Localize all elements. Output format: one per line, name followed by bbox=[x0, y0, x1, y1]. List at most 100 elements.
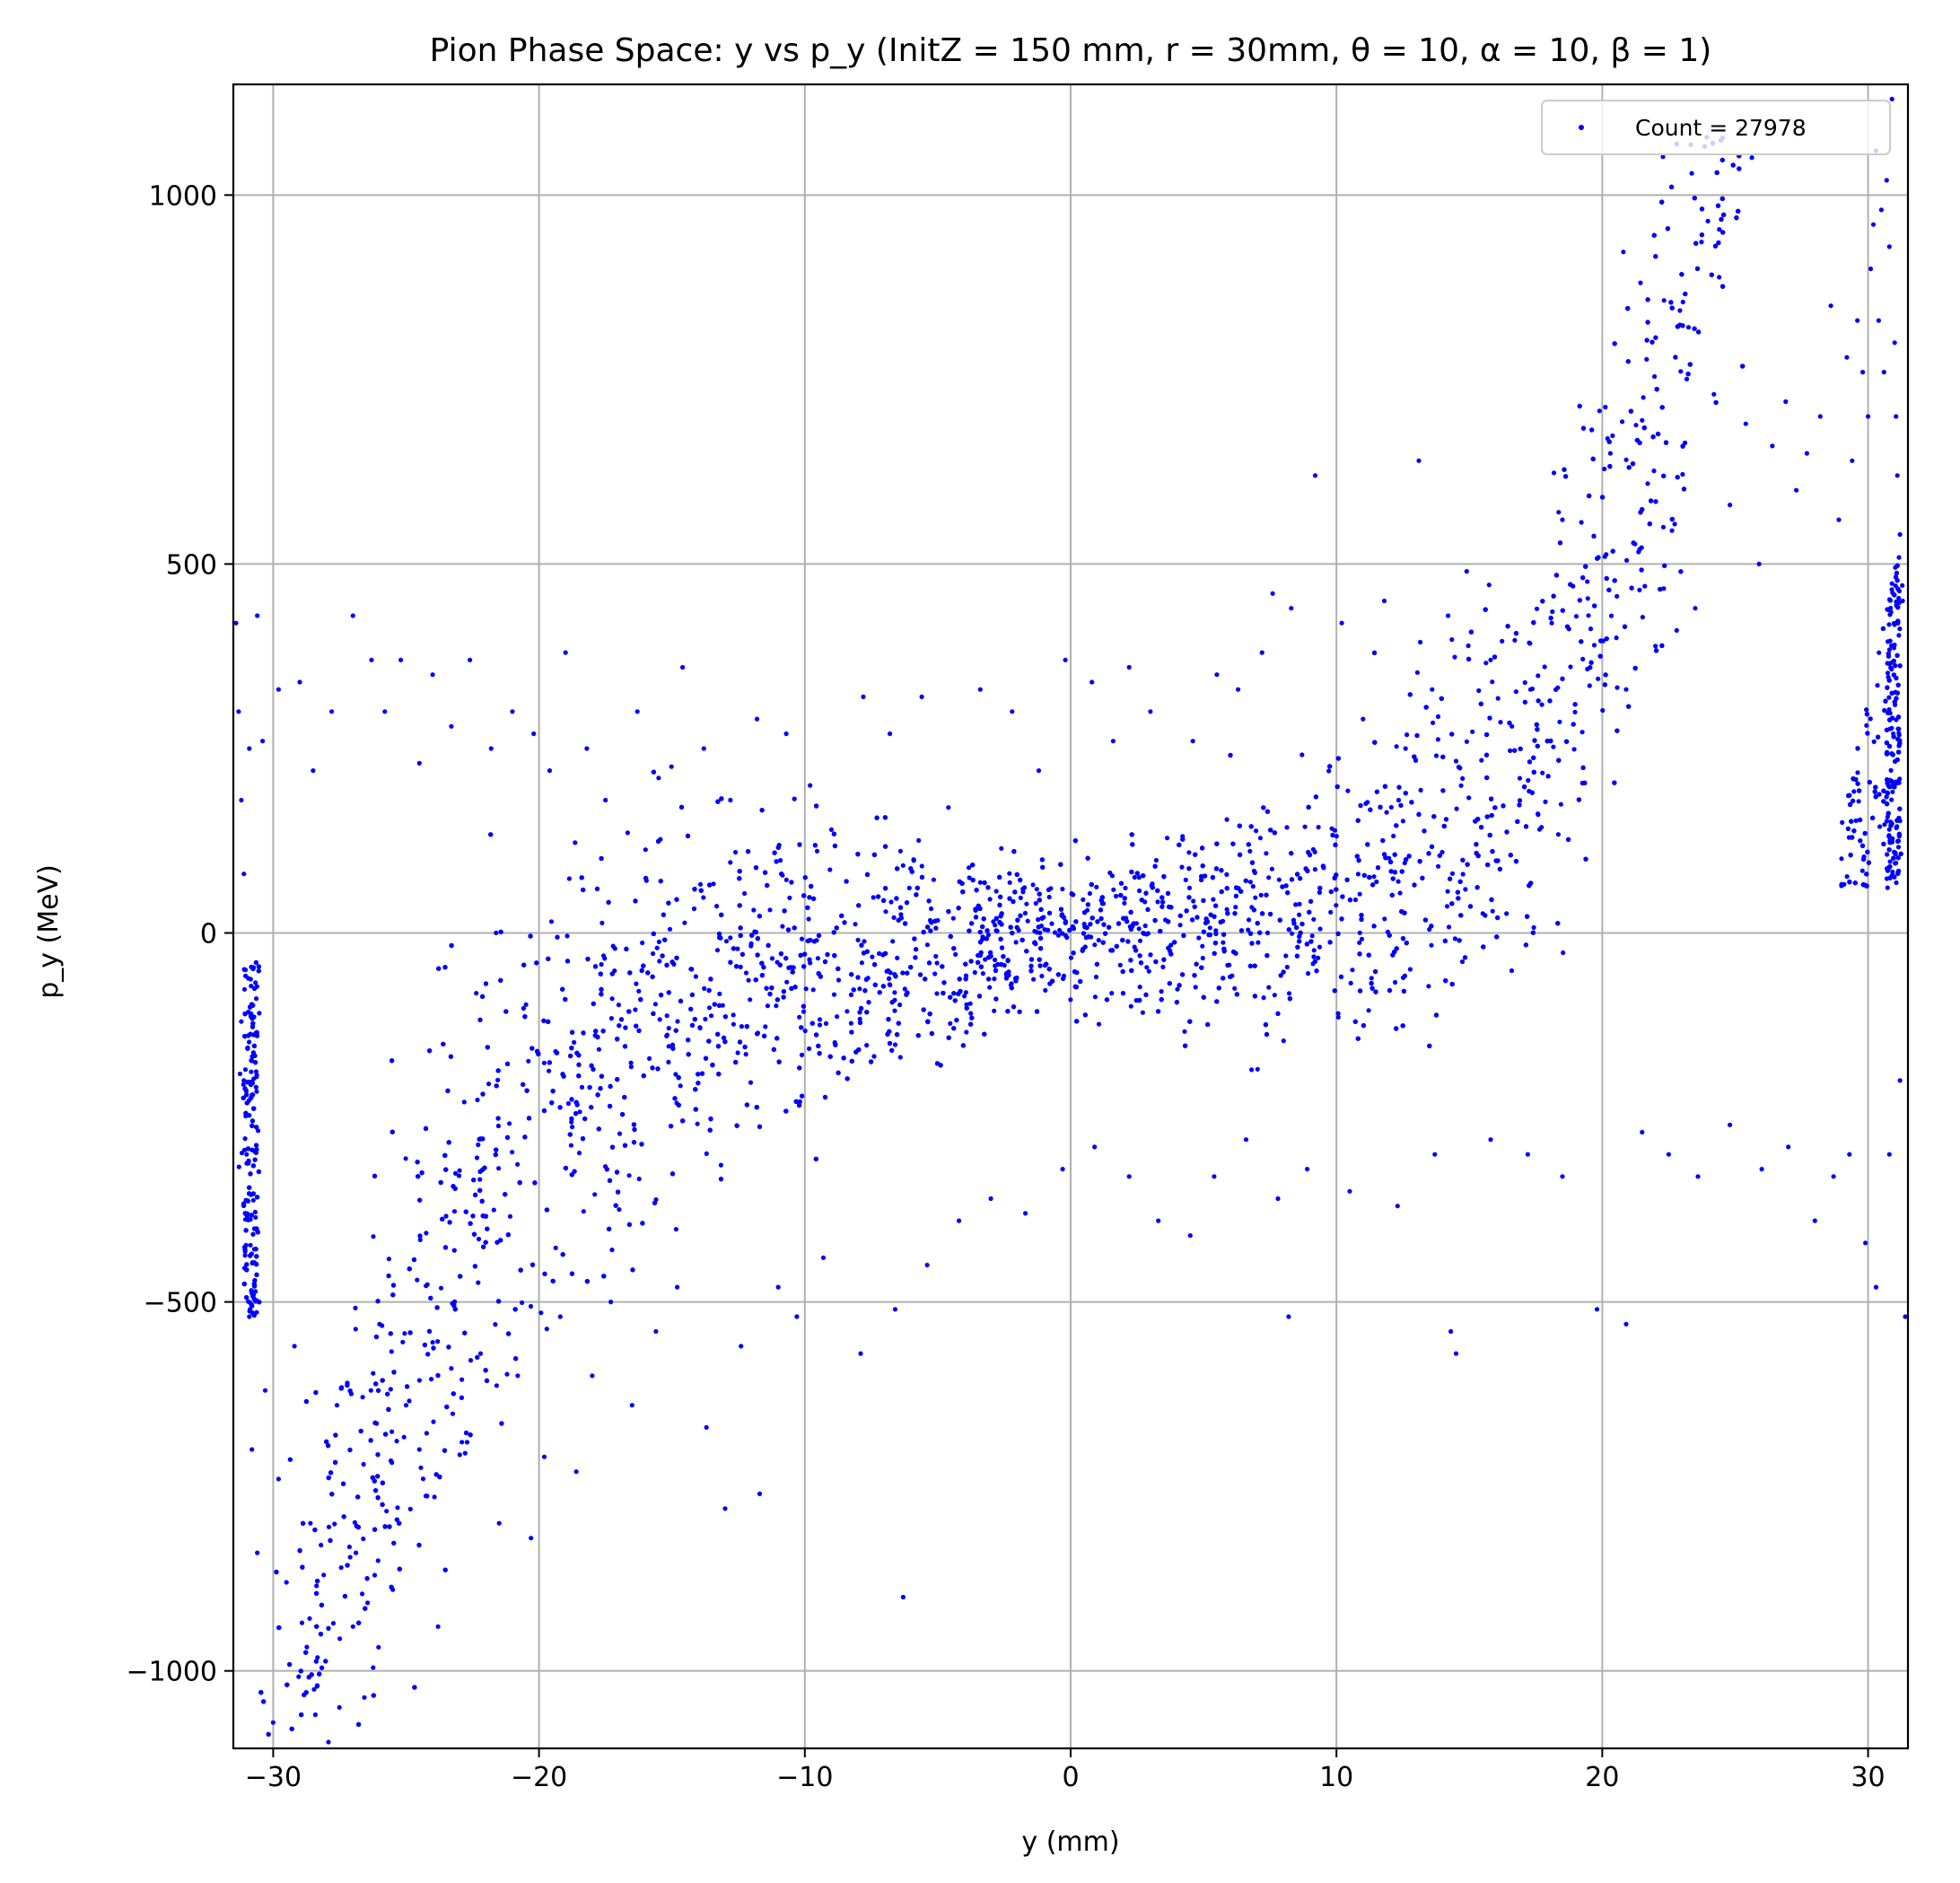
data-point-cloud bbox=[389, 1349, 394, 1354]
data-point-cloud bbox=[1316, 955, 1321, 960]
data-point-cloud bbox=[299, 1620, 305, 1625]
data-point-cloud bbox=[1495, 696, 1501, 701]
data-point-cloud bbox=[254, 1089, 259, 1094]
data-point-cloud bbox=[1895, 845, 1902, 850]
data-point-cloud bbox=[1293, 902, 1299, 907]
data-point bbox=[416, 1447, 422, 1452]
data-point-cloud bbox=[806, 916, 811, 922]
data-point-cloud bbox=[475, 1097, 480, 1103]
data-point bbox=[241, 871, 247, 877]
data-point-cloud bbox=[1859, 868, 1865, 873]
data-point bbox=[675, 1284, 680, 1290]
data-point bbox=[634, 709, 640, 714]
data-point bbox=[1860, 370, 1866, 375]
data-point-cloud bbox=[1855, 770, 1860, 775]
data-point-cloud bbox=[1311, 916, 1317, 922]
data-point bbox=[1361, 716, 1366, 722]
data-point-cloud bbox=[892, 1008, 897, 1013]
data-point-cloud bbox=[1335, 1011, 1341, 1016]
data-point-cloud bbox=[987, 897, 993, 902]
data-point-cloud bbox=[495, 1077, 501, 1082]
data-point-cloud bbox=[967, 1001, 973, 1006]
data-point-cloud bbox=[1652, 373, 1658, 380]
data-point-cloud bbox=[1871, 739, 1877, 745]
data-point-cloud bbox=[609, 1248, 615, 1253]
data-point-cloud bbox=[1039, 973, 1045, 979]
data-point-cloud bbox=[1249, 1067, 1255, 1073]
data-point-cloud bbox=[1885, 852, 1890, 857]
data-point bbox=[794, 1314, 800, 1319]
data-point bbox=[1126, 1174, 1132, 1179]
data-point-cloud bbox=[504, 1371, 510, 1377]
data-point-cloud bbox=[746, 977, 751, 983]
data-point-cloud bbox=[1255, 1066, 1260, 1072]
data-point-cloud bbox=[1886, 695, 1892, 700]
data-point-cloud bbox=[855, 937, 861, 942]
data-point-cloud bbox=[1603, 405, 1608, 410]
data-point-cloud bbox=[1284, 964, 1290, 970]
data-point bbox=[1674, 627, 1679, 634]
data-point-cloud bbox=[451, 1209, 458, 1214]
data-point-cloud bbox=[417, 1237, 423, 1242]
data-point-cloud bbox=[1414, 670, 1420, 675]
data-point bbox=[1642, 583, 1648, 589]
data-point-cloud bbox=[651, 950, 656, 957]
data-point-cloud bbox=[1580, 656, 1586, 662]
data-point-cloud bbox=[1889, 581, 1894, 586]
data-point-cloud bbox=[1864, 723, 1869, 728]
data-point-cloud bbox=[451, 1248, 457, 1253]
data-point bbox=[1549, 620, 1554, 626]
data-point-cloud bbox=[1052, 930, 1058, 935]
data-point-cloud bbox=[457, 1168, 462, 1173]
data-point bbox=[808, 783, 813, 788]
data-point-cloud bbox=[1355, 871, 1361, 877]
data-point bbox=[1817, 414, 1823, 419]
data-point-cloud bbox=[1232, 985, 1238, 991]
data-point-cloud bbox=[1550, 609, 1555, 615]
data-point-cloud bbox=[296, 1674, 302, 1679]
data-point-cloud bbox=[1297, 901, 1302, 907]
data-point-cloud bbox=[360, 1395, 365, 1400]
data-point-cloud bbox=[780, 924, 785, 929]
data-point-cloud bbox=[241, 1082, 246, 1087]
data-point bbox=[1666, 1152, 1671, 1157]
data-point-cloud bbox=[253, 1069, 259, 1074]
data-point bbox=[311, 768, 316, 774]
data-point-cloud bbox=[1387, 855, 1392, 861]
data-point-cloud bbox=[1672, 521, 1677, 527]
data-point bbox=[988, 1195, 993, 1202]
data-point bbox=[1863, 1240, 1868, 1246]
data-point bbox=[1275, 1195, 1281, 1202]
data-point-cloud bbox=[1117, 962, 1123, 968]
data-point bbox=[262, 1388, 268, 1393]
data-point-cloud bbox=[1264, 851, 1269, 856]
data-point-cloud bbox=[249, 984, 254, 989]
data-point bbox=[946, 805, 951, 810]
data-point bbox=[1488, 657, 1493, 662]
data-point bbox=[1850, 458, 1855, 463]
data-point-cloud bbox=[817, 1022, 823, 1028]
data-point-cloud bbox=[1357, 930, 1362, 935]
data-point-cloud bbox=[1887, 638, 1893, 644]
data-point-cloud bbox=[932, 971, 938, 977]
data-point bbox=[1892, 340, 1897, 346]
data-point-cloud bbox=[1137, 888, 1142, 894]
data-point-cloud bbox=[443, 1213, 449, 1219]
data-point-cloud bbox=[814, 848, 820, 854]
data-point-cloud bbox=[897, 1002, 903, 1008]
data-point-cloud bbox=[1317, 926, 1323, 932]
data-point-cloud bbox=[1661, 586, 1667, 591]
data-point-cloud bbox=[701, 895, 706, 900]
data-point-cloud bbox=[1588, 626, 1594, 632]
data-point-cloud bbox=[887, 982, 892, 987]
data-point bbox=[584, 746, 590, 751]
data-point bbox=[350, 613, 355, 618]
data-point-cloud bbox=[1678, 369, 1684, 374]
data-point-cloud bbox=[424, 1282, 430, 1287]
data-point-cloud bbox=[743, 970, 749, 976]
data-point-cloud bbox=[1542, 664, 1547, 670]
data-point-cloud bbox=[1182, 1029, 1187, 1034]
data-point-cloud bbox=[464, 1440, 470, 1445]
data-point-cloud bbox=[897, 848, 904, 854]
data-point-cloud bbox=[714, 948, 721, 953]
